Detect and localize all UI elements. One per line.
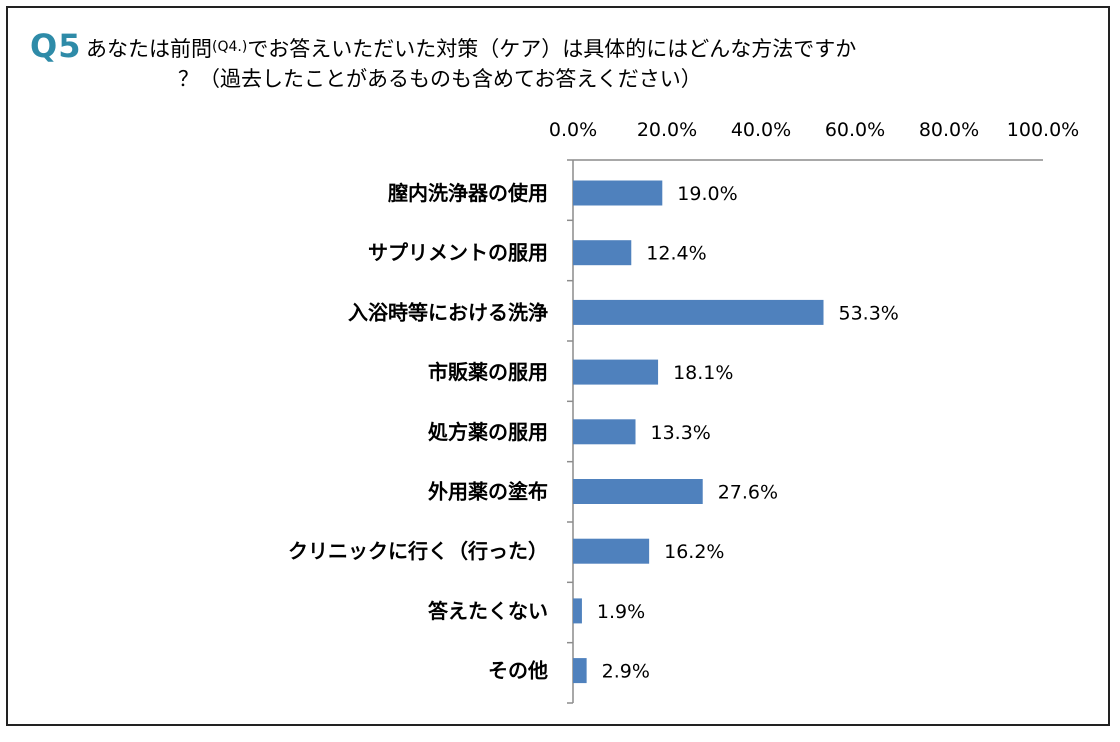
question-number: Q5 — [30, 27, 82, 65]
category-label: 処方薬の服用 — [428, 420, 548, 444]
x-tick-label: 20.0% — [637, 119, 697, 141]
bar — [573, 299, 824, 325]
data-label: 18.1% — [673, 362, 733, 384]
bar — [573, 479, 703, 504]
data-label: 12.4% — [646, 243, 706, 265]
data-label: 13.3% — [651, 422, 711, 444]
data-label: 2.9% — [602, 661, 650, 683]
chart-frame — [6, 6, 1110, 726]
bar — [573, 359, 659, 385]
title-line-1-a: あなたは前問 — [86, 37, 212, 61]
category-label: サプリメントの服用 — [368, 241, 548, 265]
category-label: その他 — [488, 659, 548, 683]
category-label: 市販薬の服用 — [428, 360, 548, 384]
category-label: 膣内洗浄器の使用 — [388, 181, 548, 205]
category-label: 外用薬の塗布 — [428, 480, 548, 504]
data-label: 19.0% — [677, 183, 737, 205]
bar — [573, 658, 587, 684]
data-label: 27.6% — [718, 482, 778, 504]
data-label: 1.9% — [597, 601, 645, 623]
category-label: クリニックに行く（行った） — [288, 539, 548, 563]
data-label: 16.2% — [664, 541, 724, 563]
bar — [573, 598, 582, 624]
bar — [573, 419, 636, 445]
data-label: 53.3% — [839, 302, 899, 324]
bar — [573, 240, 632, 266]
category-label: 入浴時等における洗浄 — [348, 300, 548, 324]
x-tick-label: 80.0% — [919, 119, 979, 141]
bar — [573, 180, 663, 206]
bar — [573, 538, 650, 564]
title-line-2: ？（過去したことがあるものも含めてお答えください） — [178, 67, 702, 91]
title-line-1-ref: (Q4.) — [212, 39, 248, 55]
x-tick-label: 100.0% — [1007, 119, 1079, 141]
x-tick-label: 40.0% — [731, 119, 791, 141]
x-tick-label: 0.0% — [549, 119, 597, 141]
title-line-1: あなたは前問(Q4.)でお答えいただいた対策（ケア）は具体的にはどんな方法ですか — [86, 36, 856, 65]
category-label: 答えたくない — [428, 599, 548, 623]
x-tick-label: 60.0% — [825, 119, 885, 141]
title-line-1-b: でお答えいただいた対策（ケア）は具体的にはどんな方法ですか — [247, 37, 857, 61]
